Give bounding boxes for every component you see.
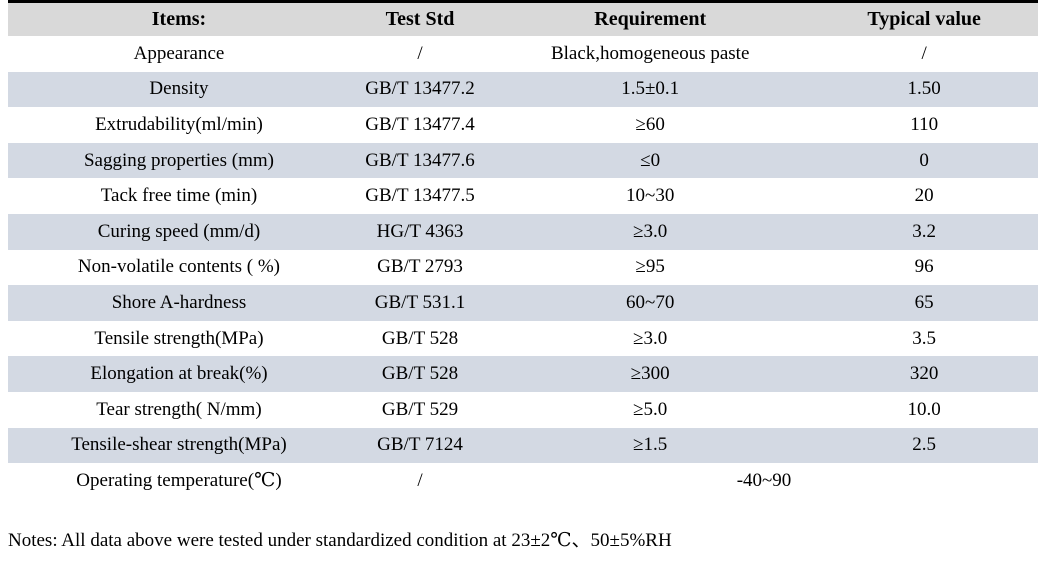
test-std-cell: GB/T 531.1 bbox=[349, 285, 491, 321]
item-cell: Tear strength( N/mm) bbox=[8, 391, 350, 428]
requirement-cell: ≥3.0 bbox=[490, 320, 811, 357]
item-cell: Tensile-shear strength(MPa) bbox=[8, 427, 350, 464]
typical-value-cell: 0 bbox=[810, 142, 1038, 179]
typical-value-cell: 3.2 bbox=[810, 213, 1038, 250]
notes-text: Notes: All data above were tested under … bbox=[8, 529, 672, 551]
item-cell: Curing speed (mm/d) bbox=[8, 213, 350, 250]
requirement-cell: 10~30 bbox=[490, 178, 811, 214]
requirement-cell: 1.5±0.1 bbox=[490, 71, 811, 108]
typical-value-cell: 2.5 bbox=[810, 427, 1038, 464]
typical-value-cell: 110 bbox=[810, 107, 1038, 143]
item-cell: Tensile strength(MPa) bbox=[8, 320, 350, 357]
test-std-cell: GB/T 13477.4 bbox=[349, 107, 491, 143]
test-std-cell: / bbox=[349, 463, 491, 499]
table-row: Tensile strength(MPa) GB/T 528 ≥3.0 3.5 bbox=[8, 320, 1038, 357]
test-std-cell: / bbox=[349, 36, 491, 72]
table-row: Curing speed (mm/d) HG/T 4363 ≥3.0 3.2 bbox=[8, 213, 1038, 250]
test-std-cell: GB/T 528 bbox=[349, 356, 491, 392]
requirement-cell: ≥300 bbox=[490, 356, 811, 392]
table-row: Density GB/T 13477.2 1.5±0.1 1.50 bbox=[8, 71, 1038, 108]
table-row: Tensile-shear strength(MPa) GB/T 7124 ≥1… bbox=[8, 427, 1038, 464]
item-cell: Non-volatile contents ( %) bbox=[8, 249, 350, 286]
test-std-cell: GB/T 13477.5 bbox=[349, 178, 491, 214]
column-header-test-std: Test Std bbox=[349, 1, 491, 36]
test-std-cell: GB/T 7124 bbox=[349, 427, 491, 464]
table-row: Tear strength( N/mm) GB/T 529 ≥5.0 10.0 bbox=[8, 391, 1038, 428]
item-cell: Tack free time (min) bbox=[8, 178, 350, 214]
requirement-cell: ≥1.5 bbox=[490, 427, 811, 464]
table-row: Shore A-hardness GB/T 531.1 60~70 65 bbox=[8, 285, 1038, 321]
test-std-cell: GB/T 528 bbox=[349, 320, 491, 357]
column-header-requirement: Requirement bbox=[490, 1, 811, 36]
table-row: Elongation at break(%) GB/T 528 ≥300 320 bbox=[8, 356, 1038, 392]
test-std-cell: HG/T 4363 bbox=[349, 213, 491, 250]
requirement-cell: -40~90 bbox=[490, 463, 1038, 499]
table-row: Appearance / Black,homogeneous paste / bbox=[8, 36, 1038, 72]
header-row: Items: Test Std Requirement Typical valu… bbox=[8, 1, 1038, 36]
item-cell: Shore A-hardness bbox=[8, 285, 350, 321]
requirement-cell: ≥60 bbox=[490, 107, 811, 143]
table-row: Operating temperature(℃) / -40~90 bbox=[8, 463, 1038, 499]
table-row: Extrudability(ml/min) GB/T 13477.4 ≥60 1… bbox=[8, 107, 1038, 143]
test-std-cell: GB/T 13477.2 bbox=[349, 71, 491, 108]
typical-value-cell: 3.5 bbox=[810, 320, 1038, 357]
requirement-cell: 60~70 bbox=[490, 285, 811, 321]
table-row: Tack free time (min) GB/T 13477.5 10~30 … bbox=[8, 178, 1038, 214]
requirement-cell: ≥3.0 bbox=[490, 213, 811, 250]
typical-value-cell: 65 bbox=[810, 285, 1038, 321]
item-cell: Operating temperature(℃) bbox=[8, 463, 350, 499]
item-cell: Elongation at break(%) bbox=[8, 356, 350, 392]
requirement-cell: Black,homogeneous paste bbox=[490, 36, 811, 72]
product-spec-table: Items: Test Std Requirement Typical valu… bbox=[8, 0, 1038, 499]
typical-value-cell: 320 bbox=[810, 356, 1038, 392]
test-std-cell: GB/T 2793 bbox=[349, 249, 491, 286]
column-header-typical-value: Typical value bbox=[810, 1, 1038, 36]
typical-value-cell: 10.0 bbox=[810, 391, 1038, 428]
item-cell: Sagging properties (mm) bbox=[8, 142, 350, 179]
requirement-cell: ≥5.0 bbox=[490, 391, 811, 428]
typical-value-cell: 96 bbox=[810, 249, 1038, 286]
typical-value-cell: 20 bbox=[810, 178, 1038, 214]
table-row: Non-volatile contents ( %) GB/T 2793 ≥95… bbox=[8, 249, 1038, 286]
test-std-cell: GB/T 529 bbox=[349, 391, 491, 428]
requirement-cell: ≥95 bbox=[490, 249, 811, 286]
column-header-items: Items: bbox=[8, 1, 350, 36]
requirement-cell: ≤0 bbox=[490, 142, 811, 179]
typical-value-cell: / bbox=[810, 36, 1038, 72]
item-cell: Density bbox=[8, 71, 350, 108]
table-row: Sagging properties (mm) GB/T 13477.6 ≤0 … bbox=[8, 142, 1038, 179]
typical-value-cell: 1.50 bbox=[810, 71, 1038, 108]
test-std-cell: GB/T 13477.6 bbox=[349, 142, 491, 179]
item-cell: Appearance bbox=[8, 36, 350, 72]
item-cell: Extrudability(ml/min) bbox=[8, 107, 350, 143]
